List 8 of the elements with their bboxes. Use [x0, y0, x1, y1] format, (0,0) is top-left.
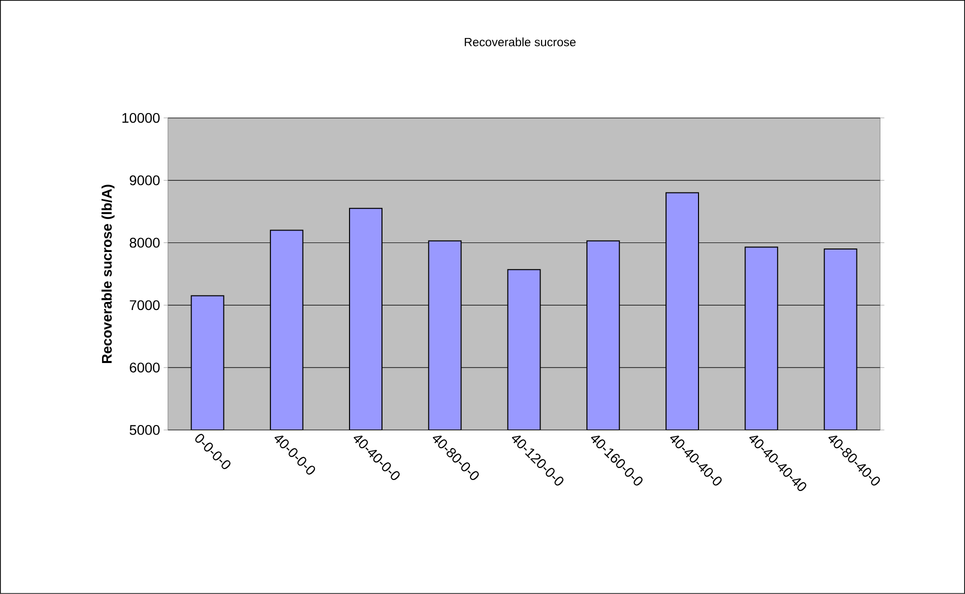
y-tick-label: 7000	[130, 300, 160, 310]
chart-title: Recoverable sucrose	[464, 38, 576, 46]
y-tick-label: 6000	[130, 362, 160, 373]
y-axis-title: Recoverable sucrose (lb/A)	[102, 184, 115, 363]
y-tick-label: 10000	[122, 113, 160, 123]
y-tick-label: 5000	[130, 425, 160, 435]
y-tick-label: 9000	[130, 175, 160, 186]
y-tick-label: 8000	[130, 238, 160, 248]
